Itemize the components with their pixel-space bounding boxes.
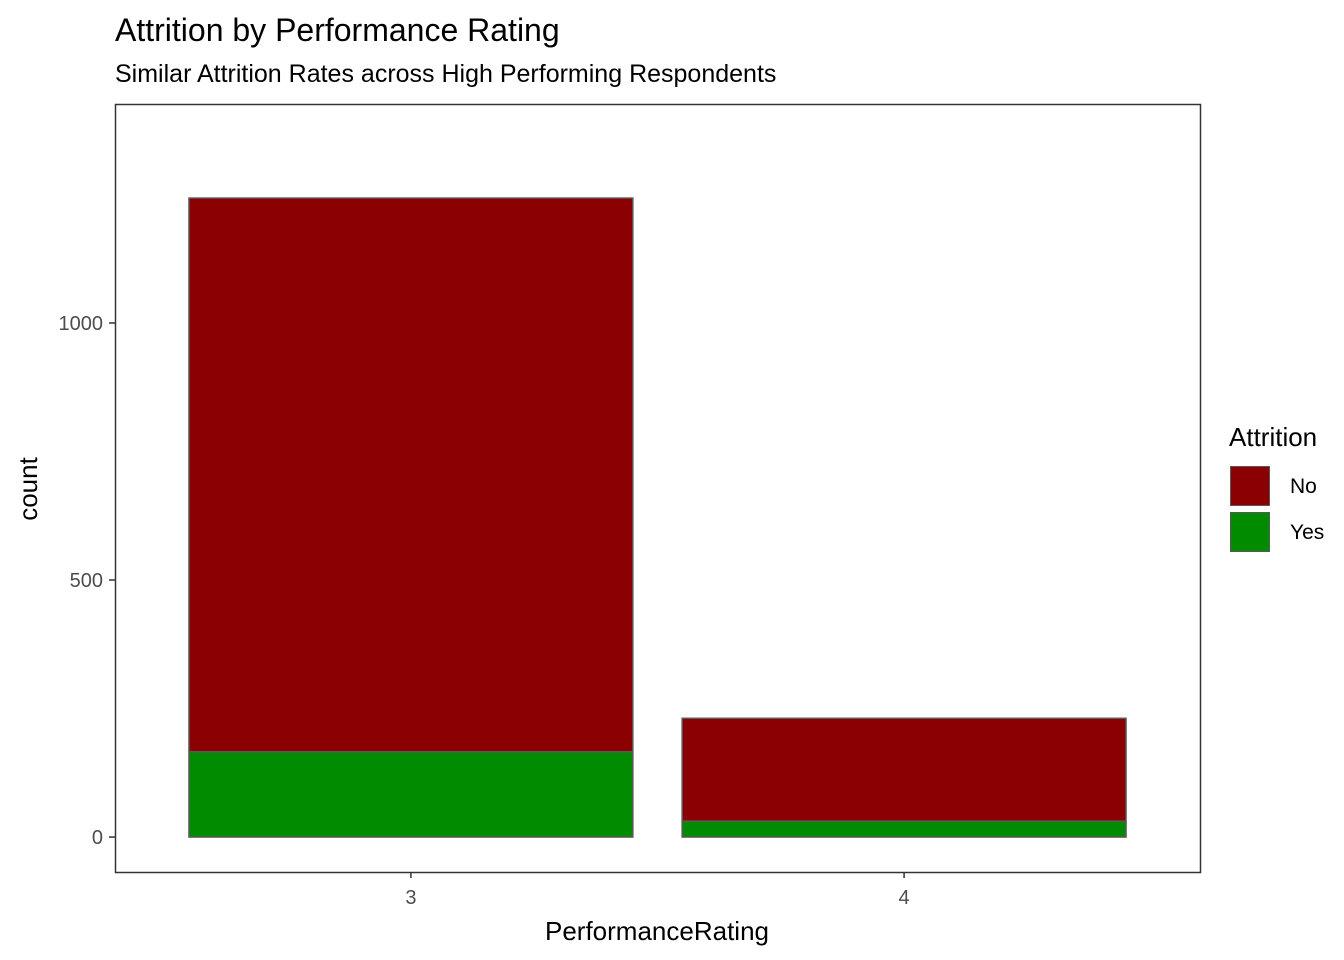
- bar-4-no: [681, 717, 1127, 822]
- legend-item-no: No: [1230, 466, 1340, 508]
- legend-title: Attrition: [1229, 422, 1318, 452]
- legend-key-yes: [1230, 512, 1270, 552]
- chart-subtitle: Similar Attrition Rates across High Perf…: [115, 60, 777, 88]
- legend-item-yes: Yes: [1230, 512, 1340, 554]
- y-axis-title: count: [13, 456, 43, 520]
- y-tick-label: 500: [70, 570, 103, 592]
- bar-3-yes: [188, 750, 634, 838]
- bar-3-no: [188, 197, 634, 753]
- x-tick-label: 3: [405, 887, 416, 909]
- y-tick-label: 1000: [59, 313, 104, 335]
- bars-layer: [188, 197, 1127, 838]
- bar-4-yes: [681, 820, 1127, 838]
- legend-label-yes: Yes: [1290, 521, 1325, 544]
- x-axis-title: PerformanceRating: [545, 916, 769, 946]
- chart-title: Attrition by Performance Rating: [115, 12, 560, 48]
- x-tick-label: 4: [899, 887, 910, 909]
- legend-key-no: [1230, 466, 1270, 506]
- legend-label-no: No: [1290, 475, 1317, 498]
- y-axis: 0 500 1000: [59, 313, 115, 849]
- y-tick-label: 0: [92, 827, 103, 849]
